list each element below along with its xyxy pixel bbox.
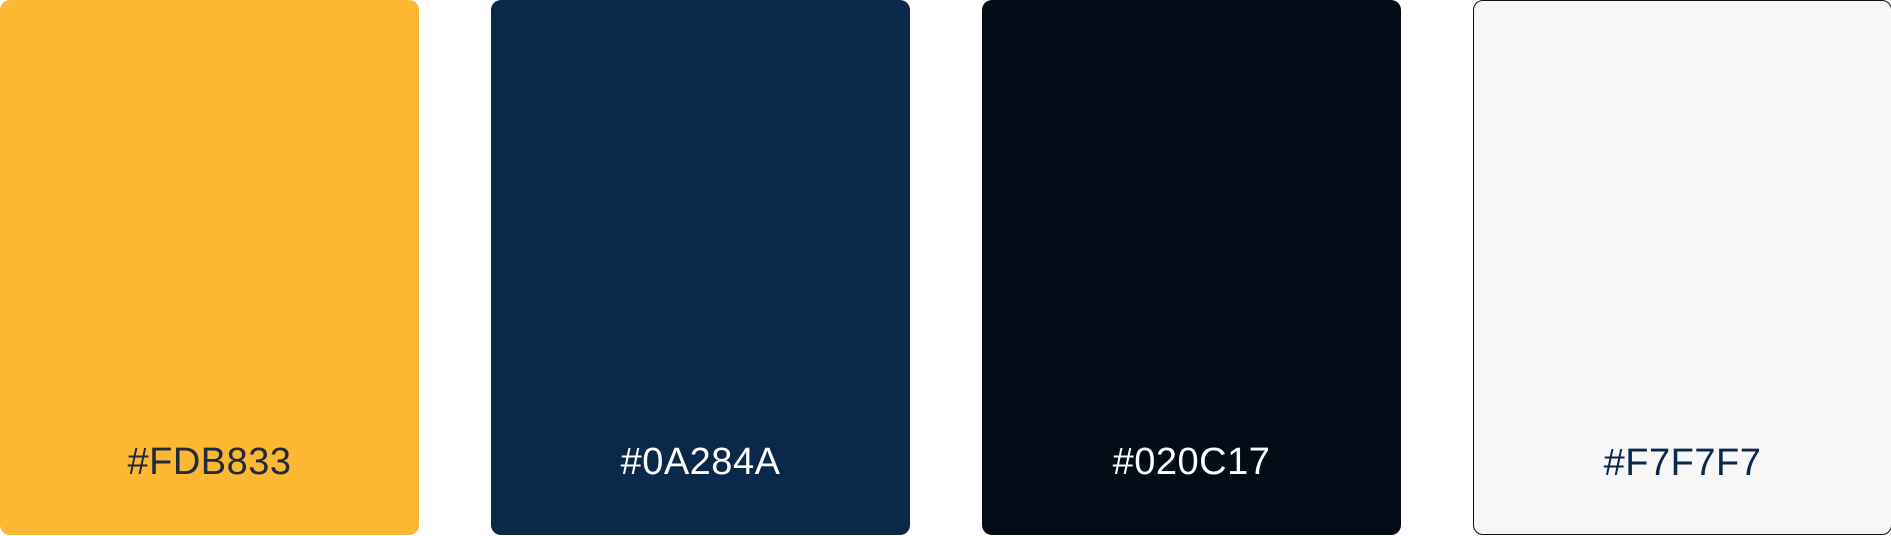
swatch-hex-label: #020C17 — [1112, 441, 1271, 483]
color-swatch-black: #020C17 — [982, 0, 1401, 535]
swatch-hex-label: #0A284A — [620, 441, 781, 483]
color-swatch-light-gray: #F7F7F7 — [1473, 0, 1891, 535]
color-swatch-yellow: #FDB833 — [0, 0, 419, 535]
swatch-hex-label: #FDB833 — [127, 441, 292, 483]
color-swatch-navy: #0A284A — [491, 0, 910, 535]
swatch-hex-label: #F7F7F7 — [1603, 442, 1762, 484]
